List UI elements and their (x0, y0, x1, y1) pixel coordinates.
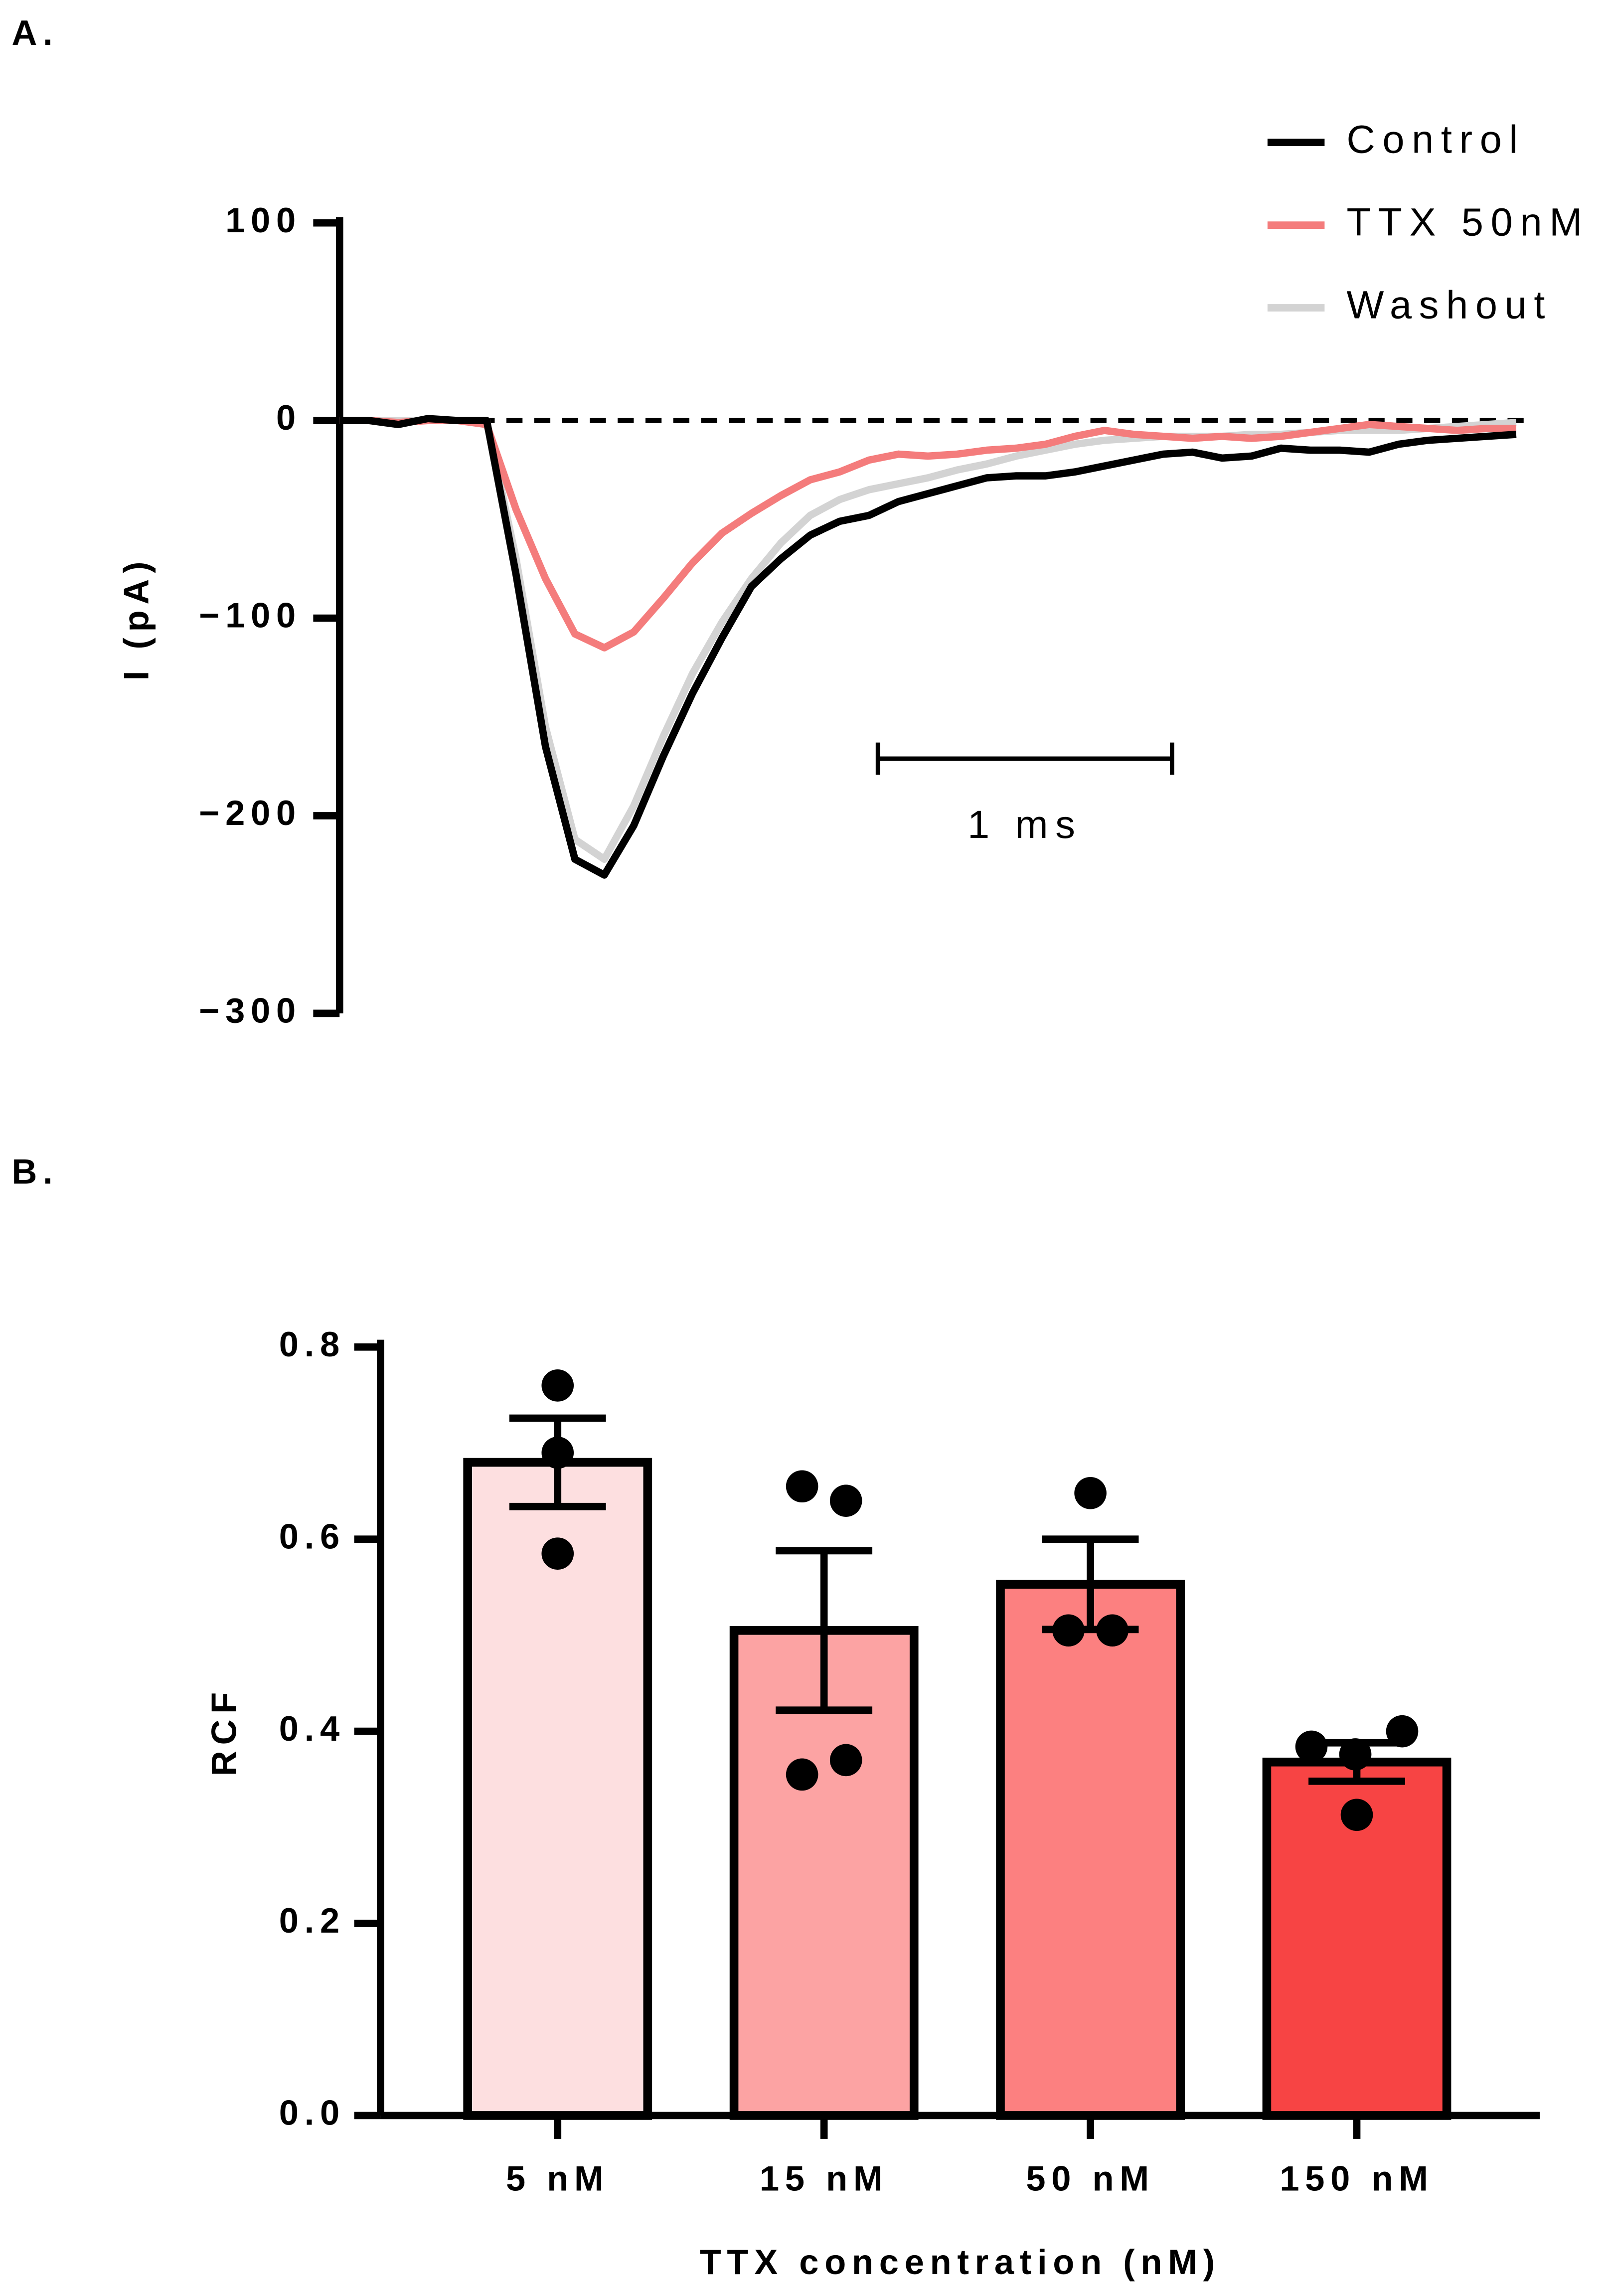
panel-label: B. (11, 1151, 58, 1191)
data-point (1052, 1614, 1085, 1647)
x-tick-label: 150 nM (1280, 2159, 1434, 2198)
y-tick-label: 0.6 (279, 1516, 345, 1556)
legend-text: Control (1346, 117, 1525, 162)
legend-text: TTX 50nM (1346, 200, 1589, 244)
bar (996, 1580, 1185, 2120)
data-point (1339, 1738, 1372, 1771)
trace (339, 417, 1517, 863)
y-tick-label: 0.0 (279, 2093, 345, 2132)
y-tick-label: −200 (199, 793, 302, 832)
panel-label: A. (11, 13, 58, 52)
y-tick-label: 0.8 (279, 1324, 345, 1364)
y-axis-label: I (pA) (117, 556, 156, 681)
data-point (1295, 1730, 1328, 1763)
data-point (541, 1437, 574, 1469)
data-point (786, 1758, 818, 1791)
x-tick-label: 5 nM (506, 2159, 610, 2198)
legend-text: Washout (1346, 282, 1552, 327)
data-point (829, 1744, 862, 1777)
x-axis-label: TTX concentration (nM) (700, 2242, 1221, 2282)
trace (339, 415, 1517, 879)
data-point (1386, 1715, 1419, 1748)
y-tick-label: 0.4 (279, 1709, 345, 1748)
y-axis-label: RCF (204, 1686, 244, 1776)
y-tick-label: 0.2 (279, 1901, 345, 1940)
data-point (786, 1470, 818, 1503)
y-tick-label: −100 (199, 596, 302, 635)
data-point (1096, 1614, 1128, 1647)
scale-label: 1 ms (967, 802, 1083, 846)
y-tick-label: 100 (225, 200, 302, 240)
data-point (1074, 1476, 1107, 1509)
trace (339, 417, 1516, 652)
data-point (1340, 1799, 1373, 1831)
y-tick-label: −300 (199, 990, 302, 1030)
data-point (541, 1537, 574, 1570)
x-tick-label: 50 nM (1026, 2159, 1154, 2198)
data-point (829, 1484, 862, 1517)
y-tick-label: 0 (276, 398, 302, 437)
x-tick-label: 15 nM (760, 2159, 888, 2198)
data-point (541, 1369, 574, 1402)
